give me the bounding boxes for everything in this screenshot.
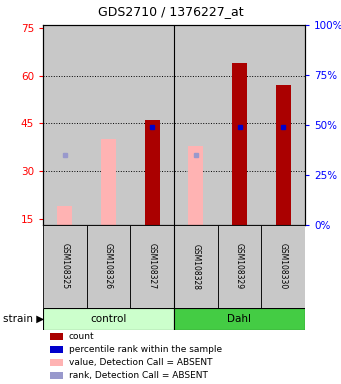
Bar	[188, 146, 204, 225]
Text: GSM108328: GSM108328	[191, 243, 200, 290]
Bar	[145, 120, 160, 225]
Bar	[261, 225, 305, 308]
Bar	[261, 25, 305, 225]
Bar	[57, 206, 73, 225]
Text: rank, Detection Call = ABSENT: rank, Detection Call = ABSENT	[69, 371, 208, 380]
Bar	[218, 225, 261, 308]
Text: percentile rank within the sample: percentile rank within the sample	[69, 345, 222, 354]
Bar	[87, 25, 130, 225]
Bar	[43, 25, 87, 225]
Text: GSM108325: GSM108325	[60, 243, 69, 290]
Bar	[130, 225, 174, 308]
Text: GSM108329: GSM108329	[235, 243, 244, 290]
Bar	[43, 308, 174, 330]
Text: GDS2710 / 1376227_at: GDS2710 / 1376227_at	[98, 5, 243, 18]
Bar	[50, 333, 63, 340]
Text: count: count	[69, 332, 94, 341]
Bar	[174, 25, 218, 225]
Bar	[174, 225, 218, 308]
Bar	[50, 359, 63, 366]
Bar	[218, 25, 261, 225]
Text: control: control	[90, 314, 127, 324]
Bar	[130, 25, 174, 225]
Bar	[174, 308, 305, 330]
Text: Dahl: Dahl	[227, 314, 252, 324]
Text: GSM108326: GSM108326	[104, 243, 113, 290]
Bar	[50, 372, 63, 379]
Bar	[101, 139, 116, 225]
Bar	[43, 225, 87, 308]
Bar	[87, 225, 130, 308]
Text: GSM108330: GSM108330	[279, 243, 288, 290]
Bar	[232, 63, 247, 225]
Bar	[276, 85, 291, 225]
Text: strain ▶: strain ▶	[3, 314, 45, 324]
Text: GSM108327: GSM108327	[148, 243, 157, 290]
Bar	[50, 346, 63, 353]
Text: value, Detection Call = ABSENT: value, Detection Call = ABSENT	[69, 358, 212, 367]
